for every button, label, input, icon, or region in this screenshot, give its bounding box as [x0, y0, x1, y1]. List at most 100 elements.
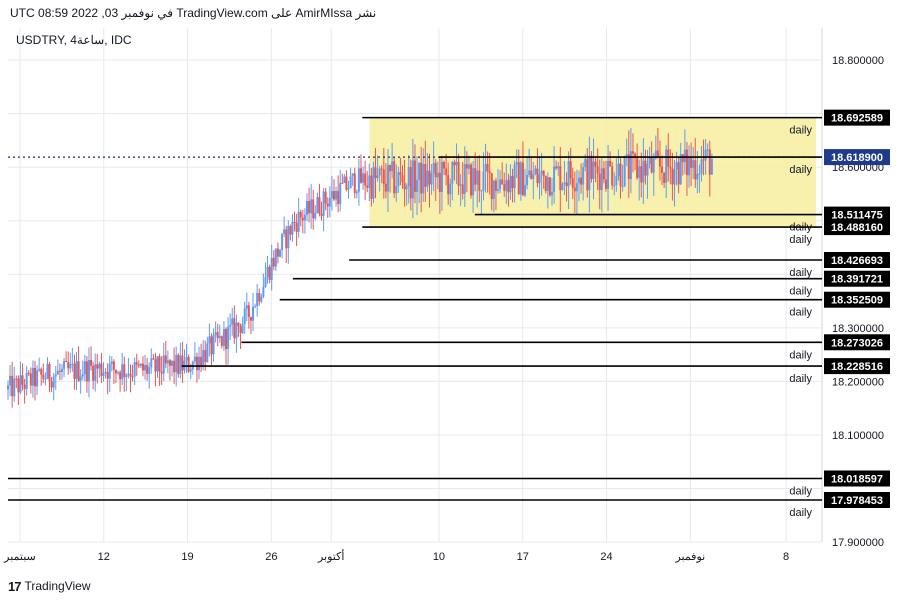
- candle-body: [299, 211, 302, 218]
- candle-body: [391, 161, 394, 172]
- candle-body: [15, 378, 18, 380]
- candle-body: [58, 370, 61, 372]
- tradingview-logo-icon[interactable]: 17: [8, 578, 22, 594]
- candle-body: [220, 336, 223, 346]
- candle-body: [326, 203, 329, 207]
- candle-body: [648, 156, 651, 164]
- candle-body: [634, 153, 637, 159]
- candle-body: [362, 173, 365, 183]
- price-level-badge: [824, 291, 890, 308]
- candle-body: [278, 249, 281, 257]
- price-level-badge: [824, 334, 890, 351]
- candle-body: [447, 175, 450, 195]
- candle-body: [434, 163, 437, 178]
- candle-body: [110, 361, 113, 364]
- time-tick-label: 26: [265, 551, 277, 563]
- candle-body: [685, 149, 688, 176]
- candle-body: [36, 370, 39, 387]
- candle-body: [590, 155, 593, 179]
- candle-body: [349, 176, 352, 189]
- candle-body: [320, 213, 323, 216]
- candle-body: [602, 168, 605, 180]
- candle-body: [393, 161, 396, 194]
- candle-body: [401, 175, 404, 183]
- candle-body: [430, 173, 433, 185]
- time-tick-label: أكتوبر: [317, 549, 344, 563]
- candle-body: [569, 161, 572, 179]
- candle-body: [623, 156, 626, 187]
- candle-body: [254, 306, 257, 308]
- candle-body: [492, 180, 495, 200]
- candle-body: [380, 168, 383, 170]
- candle-body: [164, 355, 167, 364]
- candle-body: [665, 149, 668, 183]
- candle-body: [613, 185, 616, 187]
- candle-body: [328, 198, 331, 207]
- candle-body: [526, 174, 529, 186]
- candle-body: [77, 361, 80, 381]
- candle-body: [667, 149, 670, 167]
- candle-body: [357, 168, 360, 192]
- level-label: daily: [789, 234, 812, 246]
- candle-body: [507, 179, 510, 193]
- candle-body: [474, 168, 477, 185]
- candle-body: [627, 154, 630, 180]
- candle-body: [123, 364, 126, 378]
- candle-body: [158, 356, 161, 372]
- candle-body: [355, 191, 358, 194]
- candle-body: [604, 179, 607, 189]
- candle-body: [382, 169, 385, 184]
- candle-body: [443, 161, 446, 169]
- candle-body: [459, 184, 462, 186]
- price-tick-label: 18.100000: [832, 430, 884, 442]
- candle-body: [704, 149, 707, 161]
- candle-body: [440, 161, 443, 192]
- candle-body: [488, 171, 491, 174]
- candle-body: [310, 199, 313, 214]
- candle-body: [615, 176, 618, 186]
- candle-body: [316, 197, 319, 213]
- candle-body: [395, 186, 398, 194]
- candle-body: [372, 167, 375, 199]
- candle-body: [683, 149, 686, 163]
- candle-body: [252, 306, 255, 321]
- candle-body: [478, 170, 481, 191]
- candle-body: [567, 161, 570, 187]
- candle-body: [137, 364, 140, 366]
- candle-body: [453, 162, 456, 166]
- candle-body: [148, 367, 151, 374]
- candle-body: [619, 163, 622, 187]
- candle-body: [52, 376, 55, 388]
- footer: 17 TradingView: [8, 576, 91, 596]
- candle-body: [505, 179, 508, 191]
- candle-body: [21, 375, 24, 385]
- candle-body: [654, 150, 657, 159]
- candle-body: [264, 277, 267, 287]
- candle-body: [54, 374, 57, 377]
- candle-body: [467, 164, 470, 169]
- candle-body: [428, 170, 431, 185]
- candle-body: [609, 160, 612, 167]
- candle-body: [694, 160, 697, 180]
- brand-name[interactable]: TradingView: [24, 579, 91, 593]
- candle-body: [559, 166, 562, 191]
- candle-body: [268, 266, 271, 280]
- candle-body: [50, 381, 53, 388]
- candle-body: [150, 358, 153, 368]
- chart-grid: [8, 28, 823, 543]
- candle-body: [181, 355, 184, 371]
- candle-body: [204, 350, 207, 362]
- candle-body: [200, 356, 203, 366]
- candle-body: [411, 160, 414, 199]
- candle-body: [681, 154, 684, 163]
- candle-body: [351, 173, 354, 177]
- candle-body: [353, 173, 356, 194]
- candle-body: [422, 164, 425, 194]
- price-level-badge-label: 17.978453: [831, 495, 883, 507]
- candle-body: [31, 367, 34, 386]
- time-tick-label: 17: [517, 551, 529, 563]
- candle-body: [117, 372, 120, 374]
- candle-body: [343, 176, 346, 184]
- candle-body: [555, 166, 558, 169]
